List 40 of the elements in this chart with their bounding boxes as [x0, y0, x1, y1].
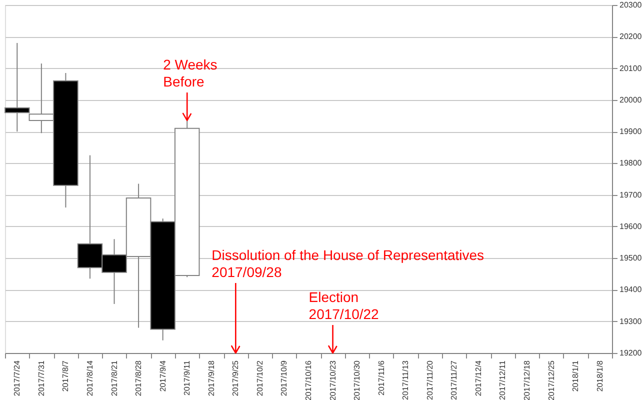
- x-tick-label: 2018/1/8: [595, 360, 604, 392]
- x-tick-label: 2017/9/4: [158, 360, 168, 392]
- x-tick-label: 2017/7/31: [36, 360, 46, 396]
- x-tick-label: 2017/10/16: [304, 360, 313, 400]
- x-tick-label: 2017/10/9: [280, 360, 289, 396]
- x-tick-label: 2017/8/28: [134, 360, 144, 396]
- x-tick-label: 2017/9/18: [206, 360, 216, 396]
- y-tick-label: 20000: [620, 95, 642, 104]
- x-tick-label: 2017/8/14: [85, 360, 94, 396]
- x-tick-label: 2017/10/2: [255, 360, 264, 396]
- ref-line-label: Dissolution of the House of Representatives 2017/09/28: [212, 247, 484, 280]
- y-tick-label: 19600: [620, 222, 642, 231]
- y-tick-label: 19200: [620, 348, 642, 358]
- y-tick-label: 19800: [620, 158, 642, 168]
- annotation: 2 Weeks Before: [163, 56, 218, 90]
- x-tick-label: 2017/10/30: [352, 360, 362, 400]
- y-tick-label: 19900: [620, 127, 642, 136]
- y-tick-label: 19700: [620, 190, 642, 200]
- x-tick-label: 2017/8/21: [110, 360, 119, 396]
- y-tick-label: 19300: [620, 316, 642, 326]
- x-tick-label: 2017/12/4: [474, 360, 483, 396]
- y-tick-label: 20300: [620, 0, 642, 10]
- x-tick-label: 2017/12/11: [498, 360, 508, 400]
- x-tick-label: 2017/12/18: [522, 360, 532, 400]
- x-tick-label: 2017/9/11: [182, 360, 192, 396]
- x-tick-label: 2017/7/24: [12, 360, 22, 396]
- x-tick-label: 2018/1/1: [571, 360, 580, 392]
- x-tick-label: 2017/11/6: [376, 360, 386, 396]
- x-tick-label: 2017/11/13: [401, 360, 410, 400]
- y-tick-label: 20100: [620, 64, 642, 73]
- x-tick-label: 2017/11/20: [425, 360, 434, 400]
- y-tick-label: 19400: [620, 285, 642, 294]
- y-tick-label: 20200: [620, 32, 642, 42]
- x-tick-label: 2017/11/27: [450, 360, 459, 400]
- x-tick-label: 2017/9/25: [231, 360, 240, 396]
- x-tick-label: 2017/12/25: [546, 360, 556, 400]
- x-tick-label: 2017/10/23: [328, 360, 338, 400]
- ref-line-label: Election 2017/10/22: [308, 289, 380, 322]
- y-tick-label: 19500: [620, 254, 642, 263]
- x-tick-label: 2017/8/7: [61, 360, 70, 392]
